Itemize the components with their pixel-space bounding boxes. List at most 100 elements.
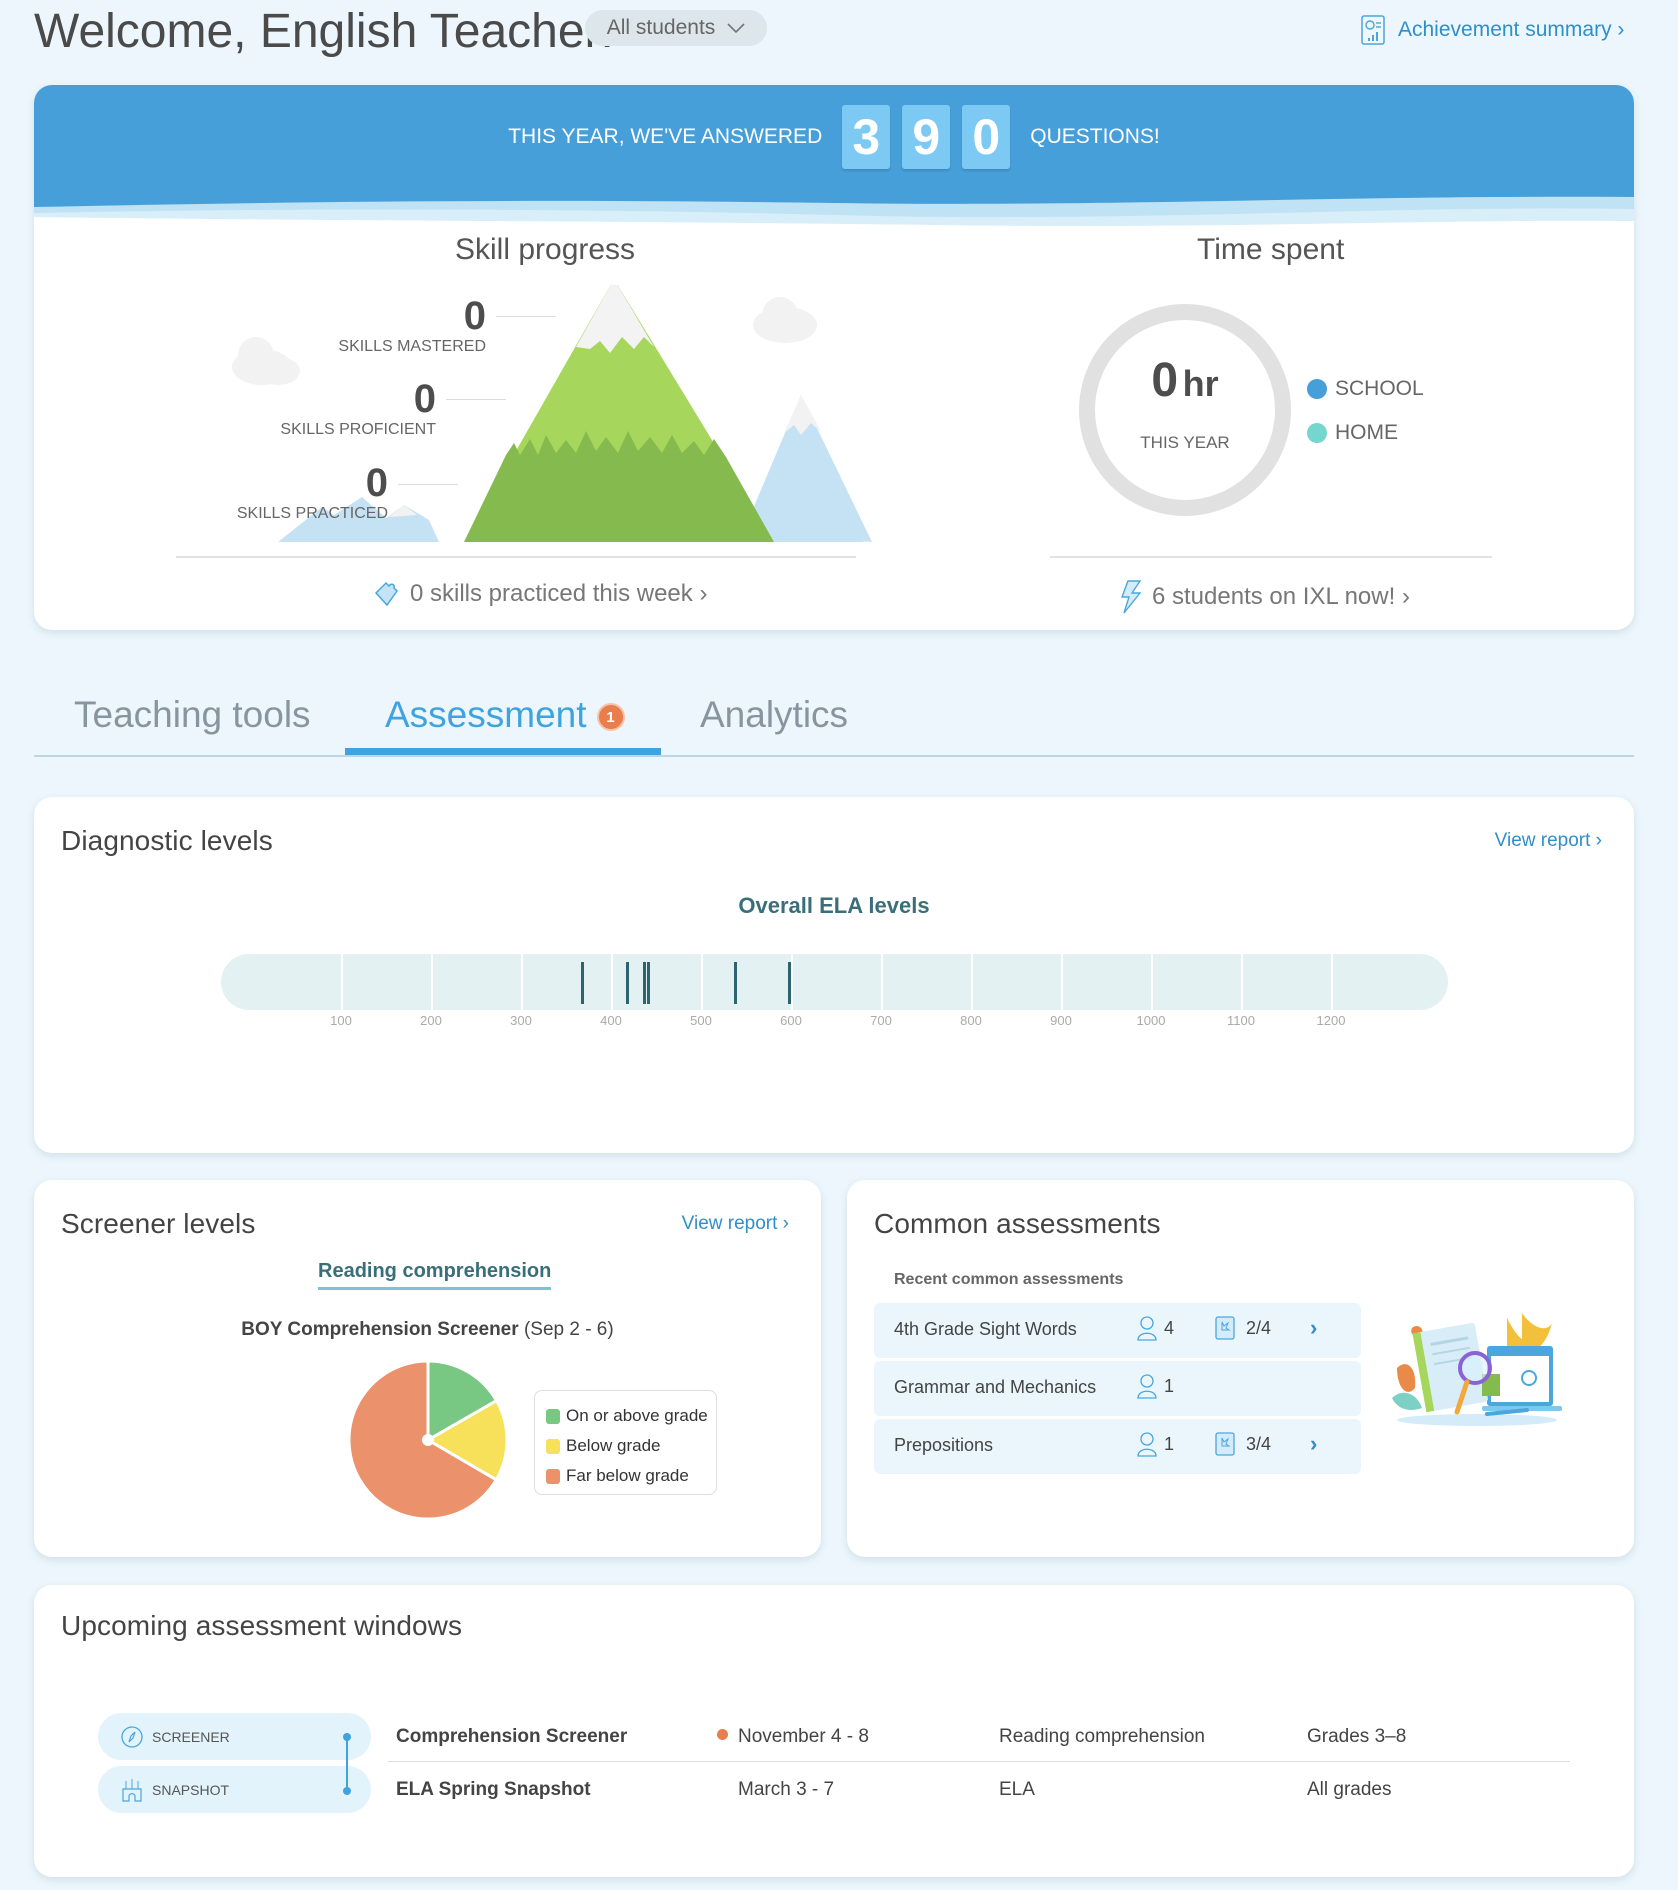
counter-digit: 0 xyxy=(962,105,1011,169)
screener-type-label: SCREENER xyxy=(152,1728,230,1745)
school-label: SCHOOL xyxy=(1335,377,1424,400)
legend-item-below: Below grade xyxy=(546,1431,716,1461)
skills-practiced-value: 0 xyxy=(365,461,388,505)
castle-icon xyxy=(122,1778,142,1802)
screener-type-pill[interactable]: SCREENER xyxy=(98,1713,371,1760)
assessment-row[interactable]: 4th Grade Sight Words 4 2/4 › xyxy=(874,1303,1361,1358)
window-dates: November 4 - 8 xyxy=(717,1726,869,1748)
grid-line xyxy=(341,954,343,1010)
axis-tick-label: 300 xyxy=(510,1013,532,1028)
compass-icon xyxy=(121,1725,143,1748)
assessment-row[interactable]: Grammar and Mechanics 1 xyxy=(874,1361,1361,1416)
questions-answered-counter: THIS YEAR, WE'VE ANSWERED 3 9 0 QUESTION… xyxy=(34,105,1634,169)
current-window-dot xyxy=(717,1729,728,1740)
timeline-dot xyxy=(343,1787,351,1795)
orange-swatch xyxy=(546,1468,560,1484)
page-title: Welcome, English Teacher! xyxy=(34,5,614,58)
pie-slice[interactable] xyxy=(426,1359,499,1443)
legend-home: HOME xyxy=(1307,421,1398,445)
assessment-illustration xyxy=(1392,1313,1562,1426)
grid-line xyxy=(431,954,433,1010)
achievement-summary-link[interactable]: Achievement summary › xyxy=(1360,14,1624,46)
screener-levels-card: Screener levels View report › Reading co… xyxy=(34,1180,821,1557)
timeline-dot xyxy=(343,1733,351,1741)
baseline xyxy=(1050,556,1492,558)
window-name: Comprehension Screener xyxy=(396,1726,628,1747)
student-count: 1 xyxy=(1136,1431,1174,1457)
baseline xyxy=(176,556,856,558)
skills-proficient-label: SKILLS PROFICIENT xyxy=(280,421,436,438)
school-swatch xyxy=(1307,379,1327,399)
assessment-row[interactable]: Prepositions 1 3/4 › xyxy=(874,1419,1361,1474)
screener-view-report-link[interactable]: View report › xyxy=(681,1213,789,1234)
screener-assessment-heading: BOY Comprehension Screener (Sep 2 - 6) xyxy=(34,1319,821,1341)
chevron-right-icon[interactable]: › xyxy=(1310,1315,1318,1340)
tab-teaching-tools[interactable]: Teaching tools xyxy=(74,694,311,735)
pie-slice[interactable] xyxy=(425,1398,509,1482)
grid-line xyxy=(1061,954,1063,1010)
grid-line xyxy=(1331,954,1333,1010)
legend-label: On or above grade xyxy=(566,1406,708,1425)
tab-assessment[interactable]: Assessment 1 xyxy=(385,694,625,736)
axis-tick-label: 400 xyxy=(600,1013,622,1028)
home-swatch xyxy=(1307,423,1327,443)
score-value: 2/4 xyxy=(1246,1317,1272,1338)
overview-card: THIS YEAR, WE'VE ANSWERED 3 9 0 QUESTION… xyxy=(34,85,1634,630)
grid-line xyxy=(791,954,793,1010)
reading-comprehension-tab[interactable]: Reading comprehension xyxy=(318,1260,552,1290)
chevron-right-icon[interactable]: › xyxy=(1310,1431,1318,1456)
mountain-illustration xyxy=(232,285,872,542)
window-subject: ELA xyxy=(999,1779,1035,1800)
students-online-link[interactable]: 6 students on IXL now! › xyxy=(1120,579,1410,615)
grid-line xyxy=(881,954,883,1010)
student-filter-dropdown[interactable]: All students xyxy=(585,10,767,46)
axis-tick-label: 1200 xyxy=(1316,1013,1346,1028)
counter-digit: 9 xyxy=(902,105,951,169)
puzzle-piece-icon xyxy=(374,581,398,607)
axis-tick-label: 1100 xyxy=(1227,1013,1255,1028)
home-label: HOME xyxy=(1335,421,1398,444)
diagnostic-view-report-link[interactable]: View report › xyxy=(1494,830,1602,851)
pie-legend: On or above grade Below grade Far below … xyxy=(534,1390,717,1495)
axis-tick-label: 600 xyxy=(780,1013,802,1028)
timeline-connector xyxy=(346,1737,348,1791)
student-count: 1 xyxy=(1136,1373,1174,1399)
screener-title: Screener levels xyxy=(61,1208,256,1239)
person-icon xyxy=(1137,1316,1157,1341)
divider xyxy=(446,399,506,400)
recent-assessments-heading: Recent common assessments xyxy=(894,1271,1124,1288)
axis-tick-label: 800 xyxy=(960,1013,982,1028)
green-swatch xyxy=(546,1408,560,1424)
skills-proficient-value: 0 xyxy=(413,377,436,421)
student-level-marker[interactable] xyxy=(643,962,647,1004)
axis-tick-label: 700 xyxy=(870,1013,892,1028)
wave-decoration xyxy=(34,196,1634,235)
skills-mastered-value: 0 xyxy=(463,294,486,338)
award-certificate-icon xyxy=(1215,1316,1235,1340)
window-dates: March 3 - 7 xyxy=(738,1779,835,1800)
window-dates-value: November 4 - 8 xyxy=(738,1726,869,1747)
tab-analytics[interactable]: Analytics xyxy=(700,694,849,735)
score: 2/4 xyxy=(1214,1315,1271,1341)
axis-tick-label: 1000 xyxy=(1136,1013,1166,1028)
upcoming-windows-card: Upcoming assessment windows SCREENER SNA… xyxy=(34,1585,1634,1877)
student-level-marker[interactable] xyxy=(646,962,650,1004)
window-subject: Reading comprehension xyxy=(999,1726,1205,1747)
time-spent-title: Time spent xyxy=(1197,233,1345,266)
student-level-marker[interactable] xyxy=(734,962,738,1004)
legend-school: SCHOOL xyxy=(1307,377,1424,401)
skills-this-week-link[interactable]: 0 skills practiced this week › xyxy=(372,579,707,609)
questions-banner xyxy=(34,85,1634,213)
student-level-marker[interactable] xyxy=(626,962,630,1004)
skill-progress-title: Skill progress xyxy=(455,233,636,266)
student-level-marker[interactable] xyxy=(581,962,585,1004)
achievement-summary-label: Achievement summary › xyxy=(1398,18,1625,41)
snapshot-type-pill[interactable]: SNAPSHOT xyxy=(98,1766,371,1813)
skills-this-week-label: 0 skills practiced this week › xyxy=(410,580,708,607)
tab-assessment-label: Assessment xyxy=(385,694,587,735)
questions-post-text: QUESTIONS! xyxy=(1030,125,1160,148)
grid-line xyxy=(1151,954,1153,1010)
student-level-marker[interactable] xyxy=(788,962,792,1004)
student-count: 4 xyxy=(1136,1315,1174,1341)
divider xyxy=(496,316,556,317)
